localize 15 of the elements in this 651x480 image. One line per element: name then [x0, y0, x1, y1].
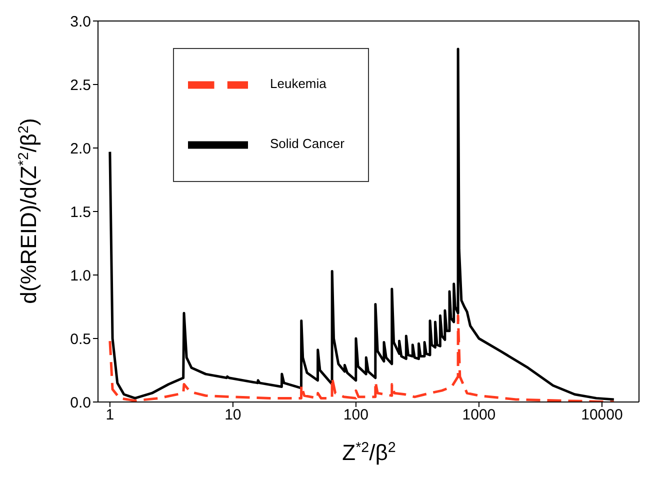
legend-label: Solid Cancer	[270, 136, 344, 152]
x-tick-label: 1000	[462, 406, 496, 424]
legend-label: Leukemia	[270, 76, 326, 92]
y-tick-label: 2.0	[70, 140, 91, 158]
y-tick-label: 1.0	[70, 267, 91, 284]
x-tick-label: 1	[106, 406, 114, 424]
x-axis-title: Z$^{*2}$/β$^{2}$	[342, 440, 396, 465]
y-tick-label: 3.0	[70, 13, 91, 30]
x-tick-label: 100	[343, 406, 368, 424]
x-tick-label: 10	[224, 406, 242, 424]
y-tick-label: 0.5	[70, 330, 91, 348]
y-tick-label: 0.0	[70, 394, 91, 412]
y-tick-label: 2.5	[70, 76, 91, 94]
x-tick-label: 10000	[581, 406, 623, 424]
y-tick-label: 1.5	[70, 204, 91, 221]
